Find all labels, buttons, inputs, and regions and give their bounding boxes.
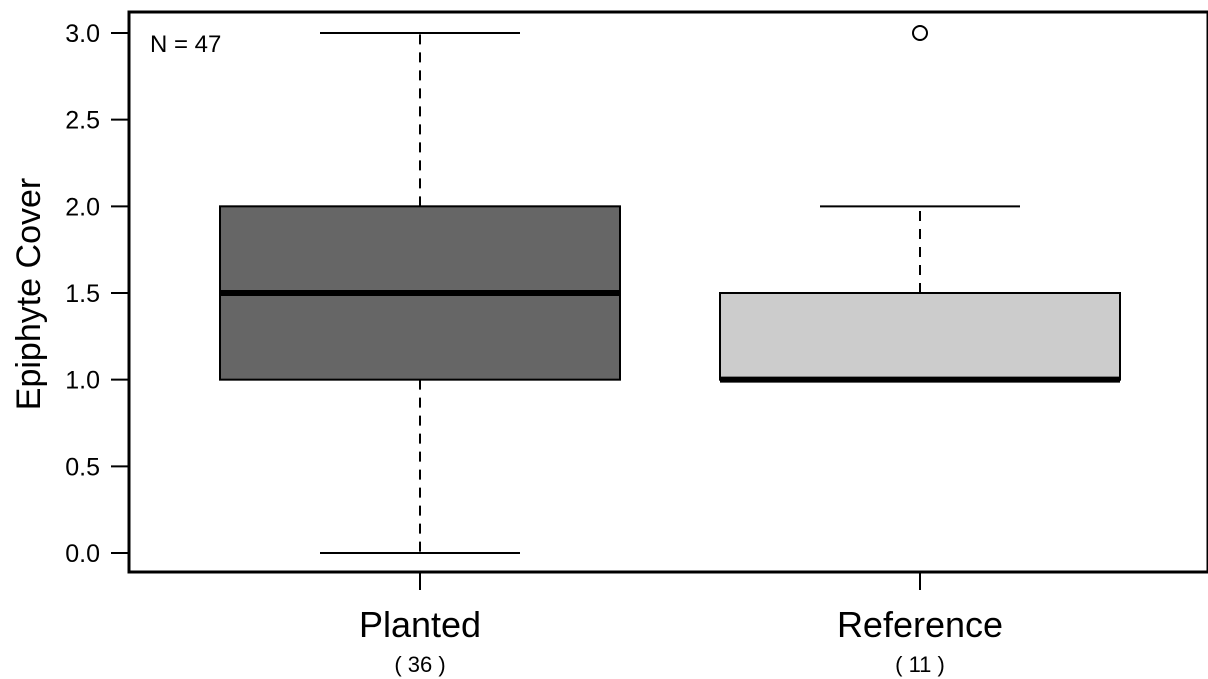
y-tick-label: 2.5 bbox=[65, 107, 100, 135]
group-count-label: ( 11 ) bbox=[895, 652, 945, 677]
y-tick-label: 1.5 bbox=[65, 280, 100, 308]
x-tick-label: Reference bbox=[837, 604, 1003, 645]
y-tick-label: 2.0 bbox=[65, 193, 100, 221]
x-axis: Planted ( 36 ) Reference ( 11 ) bbox=[359, 572, 1003, 677]
box-planted bbox=[219, 32, 621, 554]
y-tick-label: 3.0 bbox=[65, 20, 100, 48]
y-tick-label: 1.0 bbox=[65, 367, 100, 395]
y-axis: 0.0 0.5 1.0 1.5 2.0 2.5 3.0 bbox=[65, 20, 130, 568]
box-reference bbox=[719, 25, 1121, 383]
y-axis-label: Epiphyte Cover bbox=[10, 178, 48, 410]
outlier-point bbox=[912, 25, 928, 41]
box-series bbox=[219, 25, 1121, 554]
group-count-label: ( 36 ) bbox=[394, 652, 445, 677]
box-body bbox=[719, 292, 1121, 381]
sample-size-annotation: N = 47 bbox=[150, 31, 221, 58]
y-tick-label: 0.5 bbox=[65, 453, 100, 481]
y-tick-label: 0.0 bbox=[65, 540, 100, 568]
x-tick-label: Planted bbox=[359, 604, 481, 645]
